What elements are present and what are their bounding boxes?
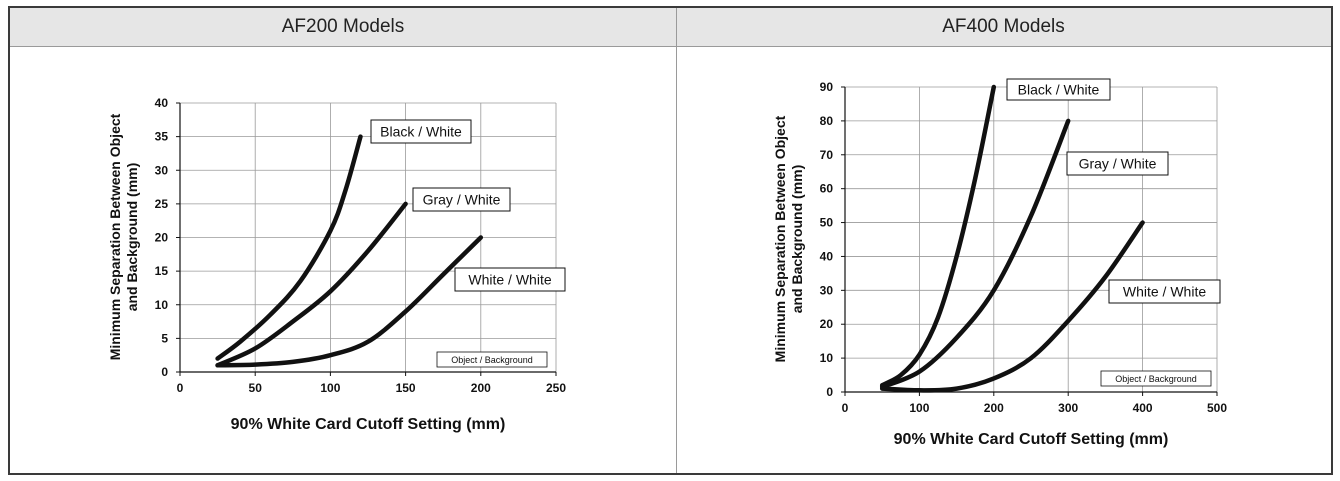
y-tick-label: 40	[820, 249, 834, 263]
y-tick-label: 70	[820, 148, 834, 162]
x-tick-label: 400	[1133, 401, 1153, 415]
series-line-white-white	[879, 220, 1145, 393]
legend-note-box	[1100, 370, 1212, 387]
series-line-gray-white	[879, 118, 1071, 390]
series-label-black-white: Black / White	[1018, 82, 1100, 98]
x-tick-label: 150	[396, 381, 416, 395]
series-label-gray-white: Gray / White	[1079, 156, 1157, 172]
x-tick-label: 0	[842, 401, 849, 415]
y-tick-label: 10	[820, 351, 834, 365]
header-af200: AF200 Models	[10, 8, 676, 47]
y-axis-title-line: Minimum Separation Between Object	[107, 113, 123, 360]
series-label-box	[454, 267, 566, 292]
panel-divider	[676, 8, 677, 473]
y-tick-label: 20	[155, 231, 169, 245]
series-label-box	[1108, 279, 1221, 304]
x-tick-label: 200	[471, 381, 491, 395]
series-label-box	[370, 119, 472, 144]
y-tick-label: 35	[155, 130, 169, 144]
series-line-white-white	[215, 235, 484, 368]
y-tick-label: 30	[155, 163, 169, 177]
y-tick-label: 10	[155, 298, 169, 312]
series-line-black-white	[879, 84, 997, 388]
x-tick-label: 500	[1207, 401, 1227, 415]
y-tick-label: 15	[155, 264, 169, 278]
figure-frame: AF200 Models AF400 Models	[8, 6, 1333, 475]
y-tick-label: 40	[155, 96, 169, 110]
x-axis-title: 90% White Card Cutoff Setting (mm)	[894, 431, 1169, 448]
x-tick-label: 100	[320, 381, 340, 395]
y-tick-label: 30	[820, 283, 834, 297]
legend-note-box	[436, 351, 548, 368]
series-label-white-white: White / White	[468, 272, 551, 288]
header-af400: AF400 Models	[676, 8, 1331, 47]
series-label-gray-white: Gray / White	[423, 192, 501, 208]
y-tick-label: 80	[820, 114, 834, 128]
x-tick-label: 250	[546, 381, 566, 395]
y-axis-title-line: Minimum Separation Between Object	[772, 115, 788, 362]
legend-note: Object / Background	[1115, 374, 1197, 384]
x-tick-label: 0	[177, 381, 184, 395]
y-axis-title-line: and Background (mm)	[789, 165, 805, 314]
legend-note: Object / Background	[451, 355, 533, 365]
series-line-black-white	[215, 134, 363, 361]
y-tick-label: 0	[161, 365, 168, 379]
series-label-box	[1066, 151, 1169, 176]
x-tick-label: 200	[984, 401, 1004, 415]
series-label-box	[1006, 78, 1111, 101]
y-axis-title-line: and Background (mm)	[124, 163, 140, 312]
y-tick-label: 50	[820, 216, 834, 230]
series-line-gray-white	[215, 201, 408, 368]
y-tick-label: 25	[155, 197, 169, 211]
series-label-black-white: Black / White	[380, 124, 462, 140]
y-tick-label: 20	[820, 317, 834, 331]
x-tick-label: 50	[249, 381, 263, 395]
series-label-white-white: White / White	[1123, 284, 1206, 300]
x-tick-label: 300	[1058, 401, 1078, 415]
y-tick-label: 90	[820, 80, 834, 94]
x-tick-label: 100	[909, 401, 929, 415]
y-tick-label: 0	[826, 385, 833, 399]
y-tick-label: 5	[161, 331, 168, 345]
series-label-box	[412, 187, 511, 212]
y-tick-label: 60	[820, 182, 834, 196]
x-axis-title: 90% White Card Cutoff Setting (mm)	[231, 416, 506, 433]
